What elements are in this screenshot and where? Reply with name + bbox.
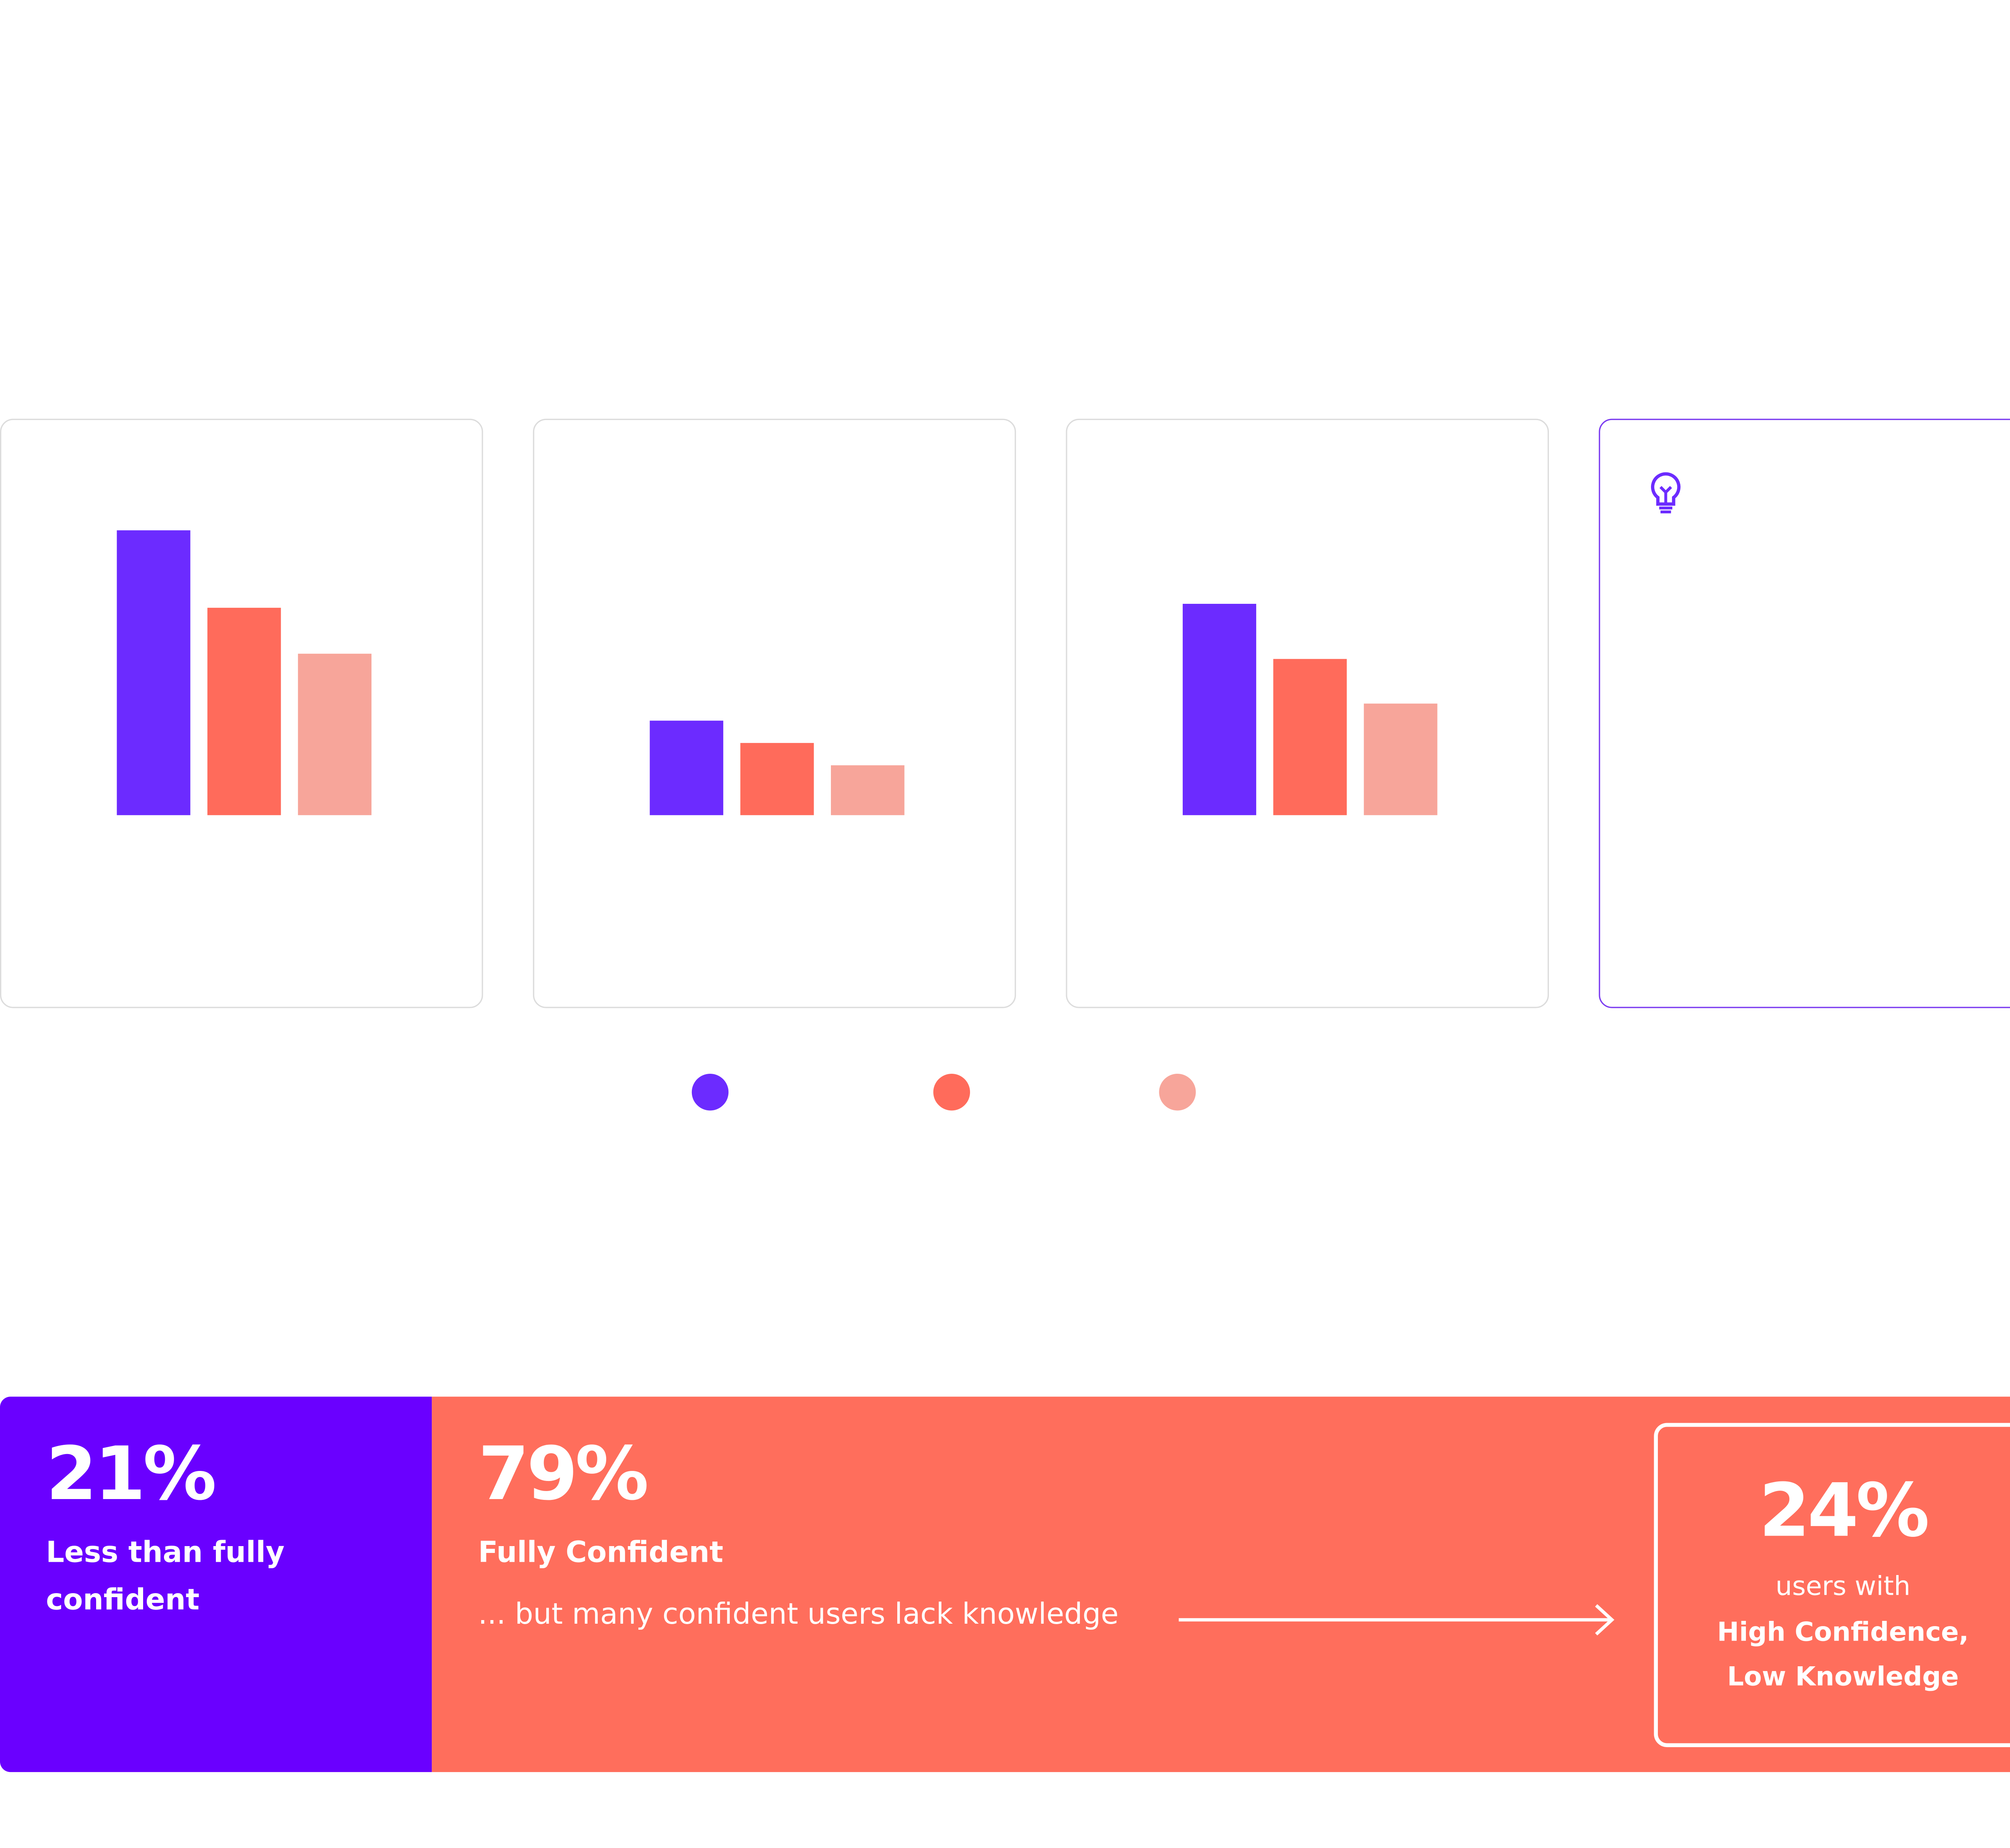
segment-value-label: 79% [478,1432,649,1518]
bar [117,530,191,815]
lightbulb-icon [1651,472,1681,514]
bar [831,765,904,815]
chart-card [0,418,483,1008]
chart-card [533,418,1016,1008]
segment-label: Less than fully confident [46,1537,285,1617]
stacked-segment [432,1397,2010,1772]
bar [740,743,814,815]
callout-text: users with [1775,1570,1911,1602]
bar [298,654,372,815]
legend-dot [691,1074,729,1111]
bar [207,607,281,815]
callout-highlight: Low Knowledge [1727,1660,1959,1692]
bar [1183,604,1256,815]
legend-dot [1159,1074,1196,1111]
bar [650,720,724,815]
bar [1364,704,1438,815]
insight-card [1599,418,2010,1008]
chart-card [1066,418,1549,1008]
stacked-segment [0,1397,433,1772]
arrow [1179,1604,1614,1636]
legend-dot [933,1074,970,1111]
callout-highlight: High Confidence, [1717,1616,1969,1647]
annotation: ... but many confident users lack knowle… [478,1599,1119,1632]
callout-value-label: 24% [1759,1469,1930,1555]
bar [1273,659,1347,815]
callout-box [1654,1423,2010,1747]
segment-label: Fully Confident [478,1537,724,1570]
segment-value-label: 21% [46,1432,217,1518]
